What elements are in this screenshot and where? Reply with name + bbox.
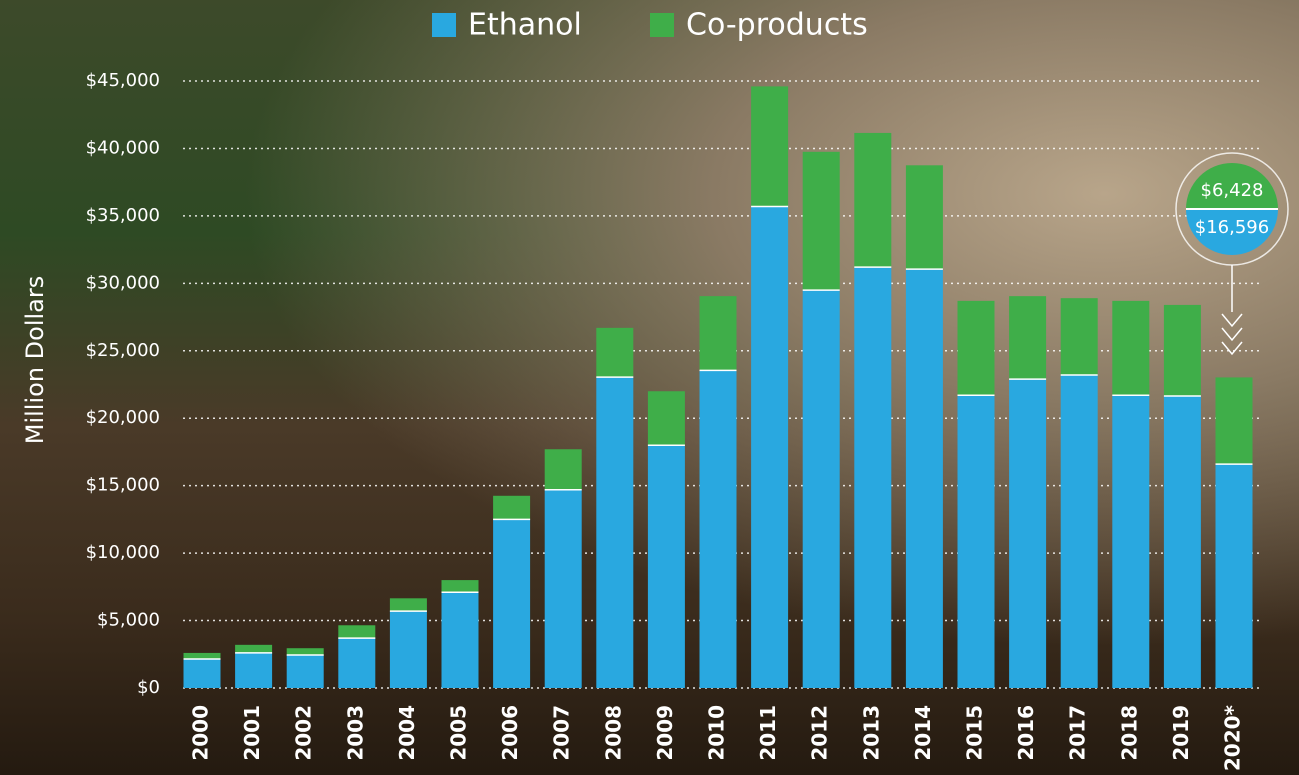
- x-tick-label: 2002: [292, 705, 316, 761]
- bar-segment: [545, 449, 582, 489]
- bar-segment: [906, 165, 943, 269]
- bar-segment: [287, 655, 324, 688]
- bar-segment: [338, 625, 375, 638]
- bar-segment: [1009, 296, 1046, 379]
- bar-segment: [751, 86, 788, 206]
- bar-segment: [1112, 395, 1149, 688]
- y-tick-label: $45,000: [86, 70, 160, 91]
- x-tick-label: 2004: [395, 705, 419, 761]
- bar-segment: [1009, 379, 1046, 688]
- x-tick-label: 2010: [705, 705, 729, 761]
- bar-segment: [184, 653, 221, 659]
- bar-segment: [700, 296, 737, 370]
- bar-segment: [184, 659, 221, 688]
- bar-segment: [390, 598, 427, 611]
- x-tick-label: 2001: [240, 705, 264, 761]
- bar-segment: [1164, 305, 1201, 396]
- y-tick-label: $25,000: [86, 340, 160, 361]
- legend-label: Ethanol: [468, 8, 582, 43]
- bar-segment: [803, 290, 840, 688]
- bar-segment: [958, 301, 995, 395]
- bar-segment: [906, 269, 943, 688]
- bar-segment: [648, 445, 685, 688]
- bar-segment: [545, 490, 582, 688]
- x-tick-label: 2000: [189, 705, 213, 761]
- bar-segment: [390, 611, 427, 688]
- bar-segment: [442, 580, 479, 592]
- value-label: $6,428: [1201, 180, 1264, 201]
- x-tick-label: 2011: [756, 705, 780, 761]
- y-tick-label: $30,000: [86, 272, 160, 293]
- y-axis-title: Million Dollars: [21, 276, 49, 444]
- callout-chevron: [1222, 314, 1242, 326]
- bar-segment: [1061, 375, 1098, 688]
- chart: Million Dollars $0 $5,000 $10,000 $15,000 $2…: [0, 0, 1299, 775]
- x-tick-label: 2018: [1117, 705, 1141, 761]
- bar-segment: [648, 391, 685, 445]
- callout-chevron: [1222, 342, 1242, 354]
- bar-segment: [338, 638, 375, 688]
- bar-segment: [1112, 301, 1149, 395]
- value-label: $16,596: [1195, 217, 1269, 238]
- bar-segment: [1164, 396, 1201, 688]
- y-tick-label: $40,000: [86, 137, 160, 158]
- x-tick-label: 2020*: [1221, 704, 1245, 771]
- legend-swatch: [650, 13, 674, 37]
- bar-segment: [493, 496, 530, 520]
- bar-segment: [1216, 464, 1253, 688]
- y-tick-label: $20,000: [86, 407, 160, 428]
- legend-label: Co-products: [686, 8, 868, 43]
- x-tick-label: 2009: [653, 705, 677, 761]
- bar-segment: [700, 370, 737, 688]
- x-tick-label: 2019: [1169, 705, 1193, 761]
- y-tick-label: $0: [137, 677, 160, 698]
- y-tick-label: $10,000: [86, 542, 160, 563]
- bar-segment: [854, 133, 891, 267]
- callout-chevron: [1222, 328, 1242, 340]
- x-tick-label: 2017: [1066, 705, 1090, 761]
- x-tick-label: 2006: [498, 705, 522, 761]
- bar-segment: [751, 206, 788, 688]
- bar-segment: [958, 395, 995, 688]
- bar-segment: [1216, 377, 1253, 464]
- bar-segment: [235, 653, 272, 688]
- y-tick-label: $5,000: [97, 610, 160, 631]
- x-tick-label: 2014: [911, 705, 935, 761]
- bar-segment: [287, 648, 324, 655]
- bar-segment: [596, 328, 633, 377]
- x-tick-label: 2016: [1014, 705, 1038, 761]
- bar-segment: [596, 377, 633, 688]
- x-tick-label: 2015: [963, 705, 987, 761]
- bar-segment: [442, 592, 479, 688]
- x-tick-label: 2013: [859, 705, 883, 761]
- y-tick-label: $15,000: [86, 475, 160, 496]
- bar-segment: [1061, 298, 1098, 375]
- chart-background: Million Dollars $0 $5,000 $10,000 $15,000 $2…: [0, 0, 1299, 775]
- x-tick-label: 2005: [447, 705, 471, 761]
- legend-swatch: [432, 13, 456, 37]
- bar-segment: [235, 645, 272, 653]
- x-tick-label: 2003: [343, 705, 367, 761]
- y-tick-label: $35,000: [86, 205, 160, 226]
- bar-segment: [493, 519, 530, 688]
- x-tick-label: 2008: [601, 705, 625, 761]
- bar-segment: [854, 267, 891, 688]
- bar-segment: [803, 152, 840, 290]
- x-tick-label: 2007: [550, 705, 574, 761]
- x-tick-label: 2012: [808, 705, 832, 761]
